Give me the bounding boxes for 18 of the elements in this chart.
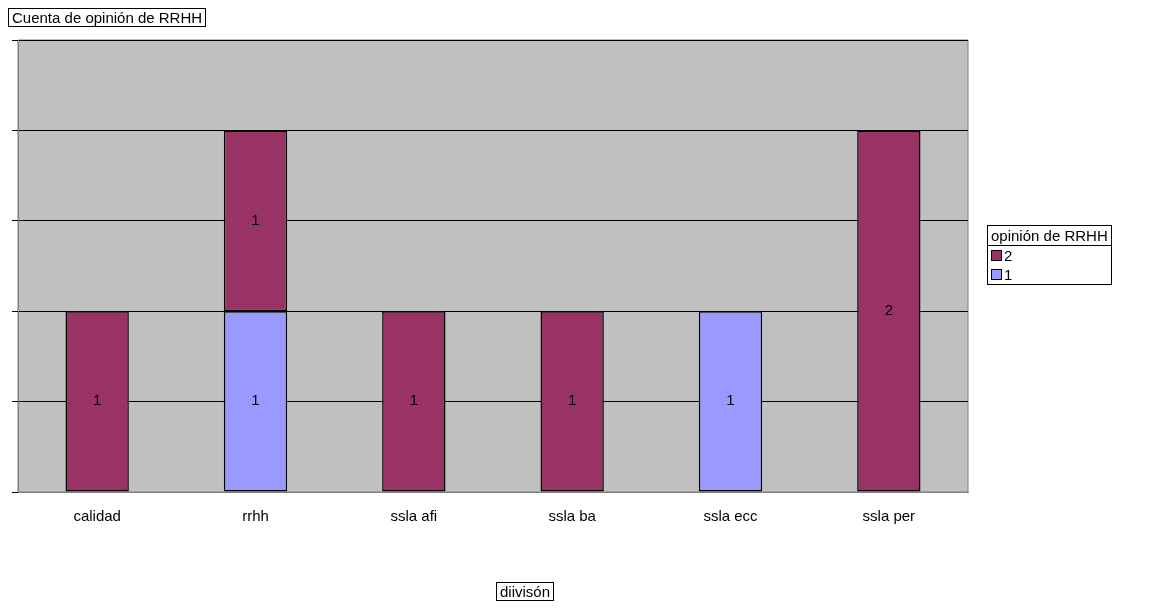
data-label: 1 [251,210,260,228]
x-tick-label: ssla ba [548,507,597,525]
legend-label: 1 [1004,266,1013,283]
x-tick-label: ssla afi [390,507,438,525]
data-label: 1 [726,391,735,409]
data-label: 2 [884,301,894,319]
x-tick-label: ssla per [862,507,916,525]
legend-label: 2 [1004,247,1013,264]
legend-title: opinión de RRHH [988,226,1111,246]
x-tick-label: calidad [73,507,121,525]
x-axis-title: diivisón [496,582,555,601]
x-tick-label: ssla ecc [703,507,759,525]
chart-title: Cuenta de opinión de RRHH [8,8,207,27]
data-label: 1 [92,391,102,409]
x-tick-label: rrhh [242,507,269,525]
data-label: 1 [251,391,260,409]
data-label: 1 [409,391,419,409]
data-label: 1 [567,391,577,409]
